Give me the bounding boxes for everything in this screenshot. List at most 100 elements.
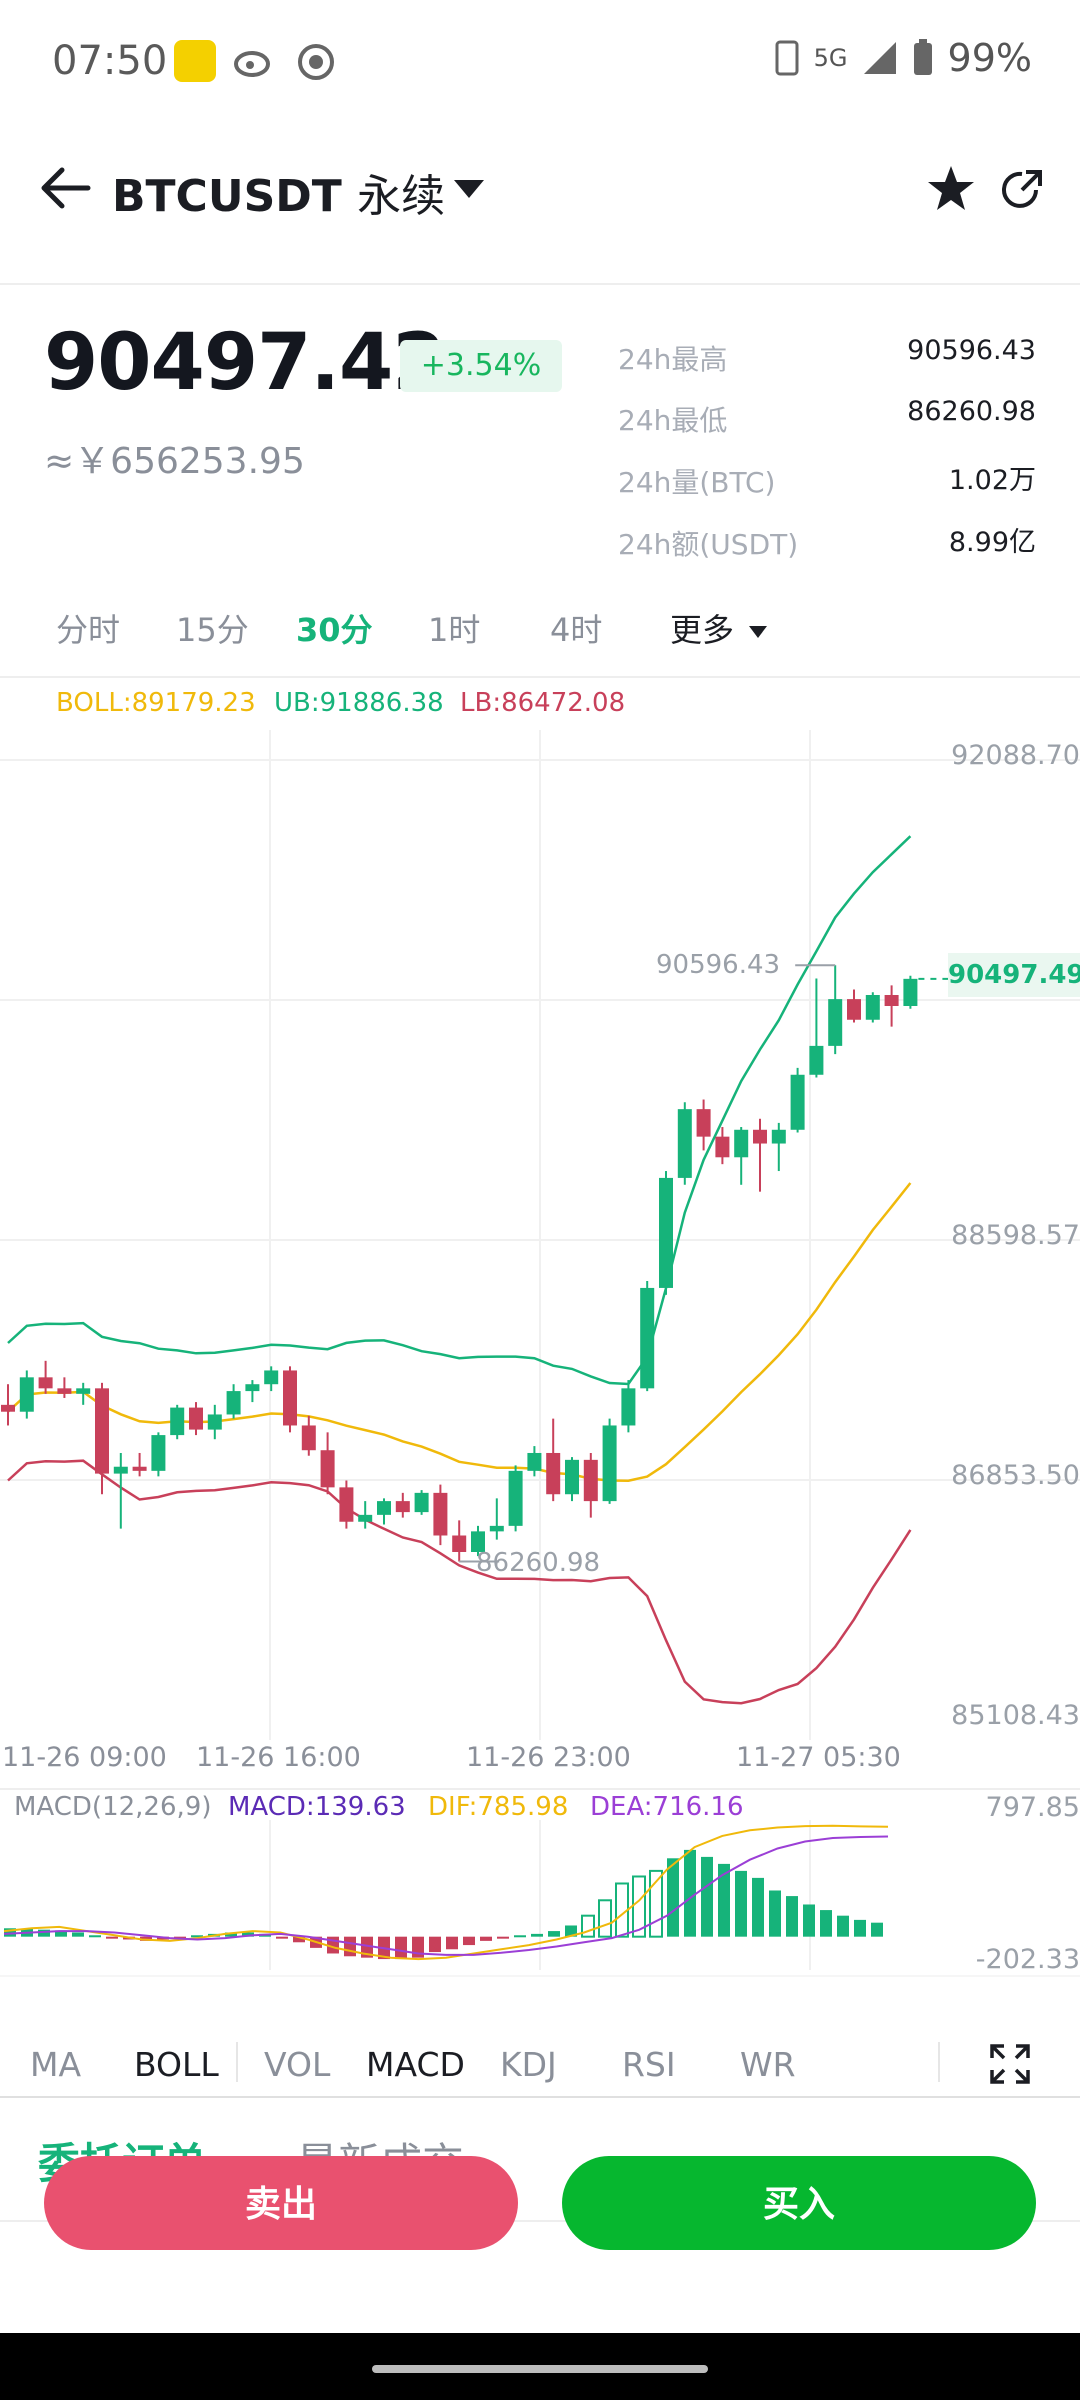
tab-timeline[interactable]: 分时	[56, 611, 121, 649]
candle-body	[677, 1109, 692, 1178]
back-arrow-icon[interactable]	[40, 166, 92, 210]
macd-hist-bar	[803, 1904, 815, 1937]
macd-hist-bar	[752, 1877, 764, 1937]
sell-button[interactable]: 卖出	[44, 2156, 518, 2250]
dropdown-caret-icon[interactable]	[452, 178, 486, 200]
candle-body	[151, 1435, 166, 1471]
macd-hist-bar	[55, 1930, 67, 1937]
candle-body	[226, 1391, 241, 1415]
macd-hist-bar	[684, 1849, 696, 1937]
candle-body	[602, 1425, 617, 1502]
indicator-tab-boll[interactable]: BOLL	[134, 2045, 219, 2084]
tab-more-label: 更多	[670, 611, 735, 649]
boll-mid-line	[7, 1182, 912, 1482]
candle-body	[264, 1370, 279, 1385]
macd-divider	[0, 1788, 1080, 1790]
candle-body	[471, 1531, 485, 1552]
tab-1h[interactable]: 1时	[428, 611, 481, 649]
candle-body	[847, 999, 861, 1020]
fullscreen-separator	[938, 2042, 940, 2082]
indicator-tab-macd[interactable]: MACD	[366, 2045, 465, 2084]
y-tick-3: 86853.50	[951, 1460, 1080, 1491]
macd-hist-bar	[191, 1935, 203, 1938]
stat-value-vol: 1.02万	[948, 465, 1036, 496]
dea-value-label: DEA:716.16	[590, 1792, 744, 1822]
dif-value-label: DIF:785.98	[428, 1792, 569, 1822]
candle-body	[828, 999, 843, 1046]
macd-hist-bar	[72, 1932, 84, 1937]
favorite-star-icon[interactable]	[926, 164, 976, 212]
macd-hist-bar	[598, 1899, 612, 1938]
status-right: 5G 99%	[774, 36, 1032, 80]
tab-more[interactable]: 更多	[670, 605, 768, 651]
indicator-separator	[236, 2042, 238, 2082]
price-cny: ≈￥656253.95	[44, 441, 305, 482]
boll-upper-line	[7, 835, 912, 1386]
candle-body	[320, 1450, 335, 1488]
candlestick-chart[interactable]	[0, 730, 1080, 1740]
home-handle[interactable]	[372, 2365, 708, 2373]
vibrate-icon	[775, 40, 799, 76]
indicator-tab-kdj[interactable]: KDJ	[500, 2045, 557, 2084]
candle-body	[527, 1452, 542, 1471]
buy-button[interactable]: 买入	[562, 2156, 1036, 2250]
candle-body	[508, 1470, 523, 1526]
indicator-tab-vol[interactable]: VOL	[264, 2045, 331, 2084]
candle-body	[753, 1129, 767, 1144]
macd-hist-bar	[497, 1936, 509, 1939]
last-price: 90497.42	[44, 318, 447, 408]
stat-value-high: 90596.43	[907, 335, 1036, 366]
candle-body	[715, 1136, 730, 1158]
macd-hist-bar	[276, 1936, 288, 1939]
macd-y-bottom: -202.33	[975, 1944, 1080, 1975]
header-divider	[0, 283, 1080, 285]
status-time: 07:50	[52, 38, 168, 84]
candle-body	[95, 1388, 109, 1474]
high-marker: 90596.43	[656, 950, 781, 980]
symbol-title[interactable]: BTCUSDT 永续	[112, 160, 445, 224]
y-tick-1: 92088.70	[951, 740, 1080, 771]
candle-body	[113, 1466, 128, 1474]
macd-hist-bar	[701, 1856, 713, 1937]
change-badge: +3.54%	[400, 340, 562, 392]
macd-hist-bar	[718, 1863, 730, 1937]
symbol-name: BTCUSDT	[112, 171, 342, 222]
macd-hist-bar	[548, 1931, 560, 1937]
candle-body	[433, 1492, 448, 1536]
indicator-tab-wr[interactable]: WR	[740, 2045, 796, 2084]
record-icon	[296, 42, 336, 82]
macd-hist-bar	[38, 1929, 50, 1937]
indicator-tab-ma[interactable]: MA	[30, 2045, 82, 2084]
candle-body	[884, 994, 899, 1007]
macd-hist-bar	[480, 1936, 492, 1941]
tab-30m[interactable]: 30分	[296, 611, 373, 649]
boll-mid-label: BOLL:89179.23	[56, 688, 256, 718]
tab-15m[interactable]: 15分	[176, 611, 249, 649]
indicator-bottom-divider	[0, 2096, 1080, 2098]
x-tick-1: 11-26 09:00	[2, 1742, 167, 1773]
macd-hist-bar	[89, 1935, 101, 1938]
macd-hist-bar	[667, 1858, 679, 1937]
share-icon[interactable]	[1000, 168, 1044, 212]
network-type: 5G	[813, 44, 848, 72]
macd-hist-bar	[4, 1928, 16, 1937]
macd-hist-bar	[786, 1896, 798, 1937]
fullscreen-icon[interactable]	[990, 2044, 1030, 2084]
macd-hist-bar	[361, 1936, 373, 1958]
tab-4h[interactable]: 4时	[550, 611, 603, 649]
macd-hist-bar	[429, 1936, 441, 1953]
candle-body	[170, 1407, 185, 1436]
x-tick-4: 11-27 05:30	[736, 1742, 901, 1773]
macd-hist-bar	[531, 1933, 543, 1937]
candle-body	[583, 1459, 598, 1502]
candle-body	[771, 1129, 786, 1144]
stat-label-vol: 24h量(BTC)	[618, 466, 776, 499]
stat-value-amount: 8.99亿	[948, 527, 1036, 558]
candle-body	[19, 1377, 34, 1412]
macd-hist-bar	[293, 1936, 305, 1943]
candle-body	[414, 1492, 429, 1513]
macd-y-top: 797.85	[985, 1792, 1080, 1823]
indicator-tab-rsi[interactable]: RSI	[622, 2045, 676, 2084]
y-tick-4: 85108.43	[951, 1700, 1080, 1731]
more-caret-icon	[749, 626, 768, 638]
